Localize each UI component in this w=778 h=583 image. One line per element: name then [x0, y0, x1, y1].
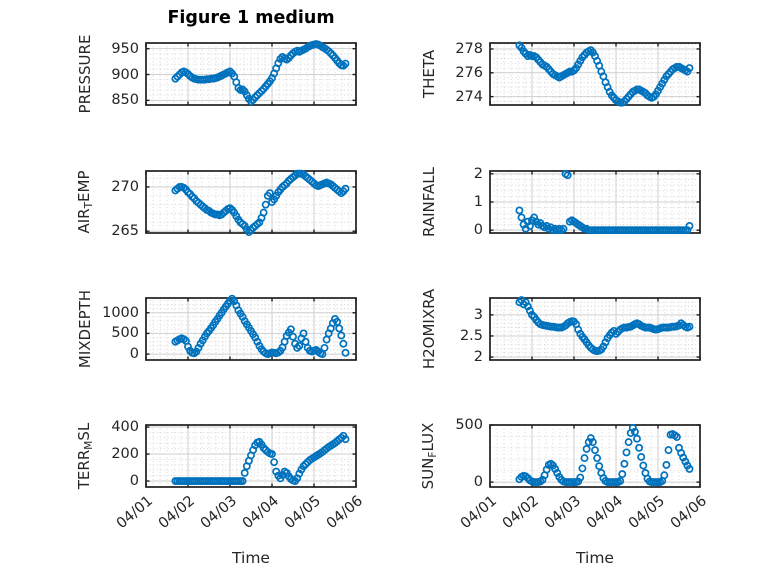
y-axis-label: H2OMIXRA	[420, 288, 438, 370]
y-tick-label: 270	[111, 178, 139, 195]
subplot-h2omixra: 3 2.5 2 H2OMIXRA	[420, 289, 701, 369]
x-tick-label: 04/01	[113, 493, 157, 533]
x-tick-label: 04/06	[667, 493, 711, 533]
y-tick-label: 500	[455, 417, 483, 433]
x-tick-label: 04/04	[583, 493, 627, 533]
y-tick-label: 400	[111, 419, 139, 436]
y-axis-label: PRESSURE	[76, 34, 94, 114]
y-tick-label: 0	[129, 473, 139, 490]
y-tick-label: 0	[473, 474, 483, 491]
plot-area	[489, 423, 701, 488]
y-axis-label: THETA	[420, 49, 438, 99]
plot-area	[489, 41, 701, 107]
subscript-char: F	[426, 451, 439, 458]
x-tick-label: 04/02	[155, 493, 199, 533]
x-axis-title-left: Time	[232, 549, 270, 567]
x-tick-label: 04/05	[625, 493, 669, 533]
subplot-pressure: 950 900 850 PRESSURE	[76, 35, 357, 113]
y-tick-label: 274	[455, 88, 483, 105]
y-tick-label: 265	[111, 223, 139, 240]
subplot-sun-flux: 500 0 SUNFLUX 04/01 04/02 04/03 04/04 04/05 04/0…	[419, 417, 710, 532]
x-tick-label: 04/01	[457, 493, 501, 533]
plot-area	[145, 294, 357, 361]
subplot-air-temp: 270 265 AIRTEMP	[75, 169, 357, 239]
subscript-char: M	[82, 440, 95, 450]
y-tick-label: 278	[455, 40, 483, 57]
plot-area	[145, 169, 357, 237]
subscript-char: T	[82, 201, 95, 209]
subplot-terr-msl: 400 200 0 TERRMSL 04/01 04/02 04/03 04/04 04/05 0…	[75, 419, 366, 532]
x-tick-label: 04/05	[281, 493, 325, 533]
y-axis-label: RAINFALL	[420, 167, 438, 237]
y-tick-label: 950	[111, 40, 139, 57]
y-tick-label: 1	[473, 194, 483, 210]
figure-title: Figure 1 medium	[167, 8, 335, 28]
y-tick-label: 2.5	[459, 327, 483, 344]
y-axis-label: TERRMSL	[75, 422, 95, 490]
y-tick-label: 900	[111, 66, 139, 83]
plot-area	[489, 296, 701, 361]
y-tick-label: 276	[455, 64, 483, 81]
y-axis-label: SUNFLUX	[419, 422, 439, 490]
y-axis-label: MIXDEPTH	[76, 289, 94, 369]
y-tick-label: 1000	[102, 304, 139, 321]
subplot-rainfall: 2 1 0 RAINFALL	[420, 166, 701, 238]
y-tick-label: 0	[473, 222, 483, 239]
subplot-theta: 278 276 274 THETA	[420, 41, 701, 107]
y-axis-label: AIRTEMP	[75, 170, 95, 234]
y-tick-label: 2	[473, 165, 483, 182]
y-tick-label: 200	[111, 446, 139, 463]
x-tick-label: 04/04	[239, 493, 283, 533]
x-tick-label: 04/03	[197, 493, 241, 533]
y-tick-label: 500	[111, 325, 139, 342]
y-tick-label: 850	[111, 92, 139, 109]
x-tick-label: 04/02	[499, 493, 543, 533]
plot-area	[489, 169, 701, 235]
x-axis-title-right: Time	[576, 549, 614, 567]
subplot-mixdepth: 1000 500 0 MIXDEPTH	[76, 290, 357, 368]
plot-area	[145, 424, 357, 488]
y-tick-label: 0	[129, 346, 139, 363]
x-tick-label: 04/03	[541, 493, 585, 533]
plot-area	[145, 40, 357, 106]
y-tick-label: 2	[473, 349, 483, 366]
x-tick-label: 04/06	[323, 493, 367, 533]
y-tick-label: 3	[473, 306, 483, 323]
